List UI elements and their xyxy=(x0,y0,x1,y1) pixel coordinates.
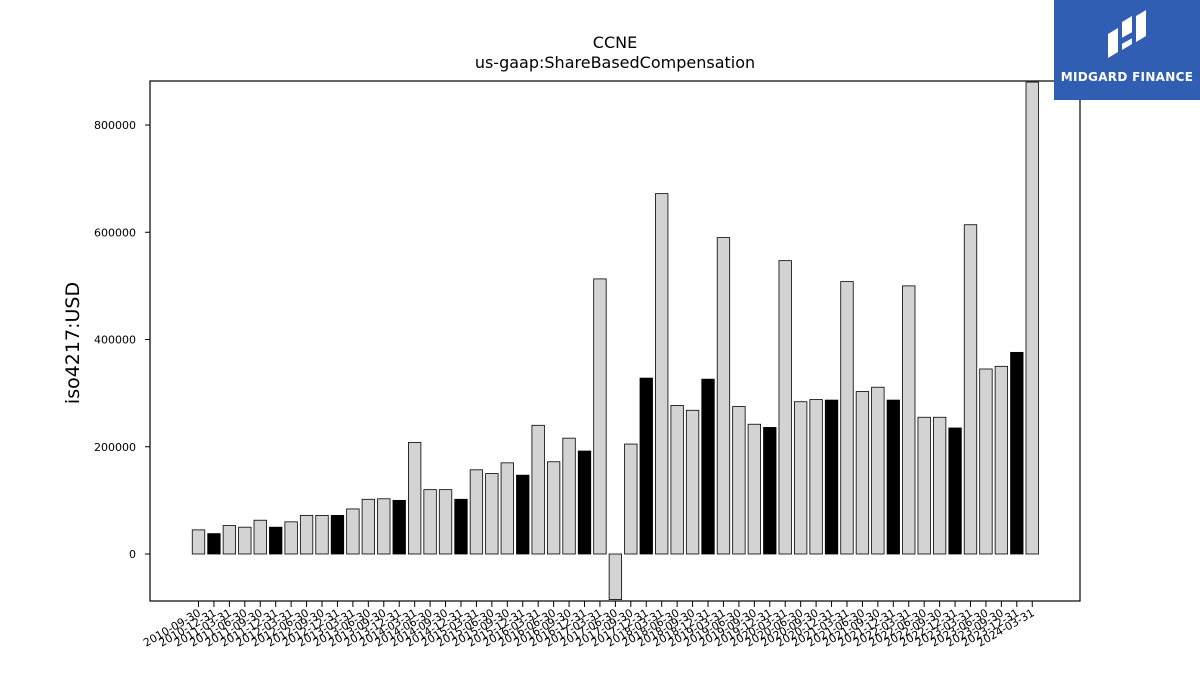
bars-group xyxy=(191,81,1039,600)
bar-2013-12-31 xyxy=(392,499,406,555)
x-axis-ticks: 2010-09-302010-12-312011-03-312011-06-30… xyxy=(141,601,1037,650)
logo-mark-icon xyxy=(1108,10,1146,58)
bar-2013-06-30 xyxy=(361,498,375,555)
bar-2021-06-30 xyxy=(855,391,870,555)
bar-2021-12-31 xyxy=(886,399,900,555)
bar-2022-09-30 xyxy=(932,416,947,555)
bar-2011-12-31 xyxy=(269,526,283,555)
bar-2023-06-30 xyxy=(979,368,993,555)
bar-2024-03-31 xyxy=(1025,81,1039,555)
bar-2022-03-31 xyxy=(902,285,916,555)
bar-2019-12-31 xyxy=(763,427,777,555)
bar-2016-06-30 xyxy=(546,461,561,555)
chart-subtitle: us-gaap:ShareBasedCompensation xyxy=(475,53,755,72)
y-axis-ticks: 0 200000 400000 600000 800000 xyxy=(94,119,150,561)
bar-2012-12-31 xyxy=(330,514,345,555)
bar-2010-12-31 xyxy=(207,533,221,555)
y-axis-label: iso4217:USD xyxy=(62,282,84,404)
bar-2020-12-31 xyxy=(824,399,839,555)
bar-2018-09-30 xyxy=(685,409,700,555)
bar-2011-03-31 xyxy=(222,525,237,555)
bar-2015-03-31 xyxy=(469,469,484,555)
bar-2023-03-31 xyxy=(963,224,978,555)
plot-frame xyxy=(149,80,1081,602)
bar-2011-09-30 xyxy=(253,519,267,555)
bar-2020-03-31 xyxy=(778,260,792,555)
y-tick-label: 800000 xyxy=(94,119,136,132)
bar-2019-09-30 xyxy=(747,423,761,555)
y-tick-label: 400000 xyxy=(94,334,136,347)
bar-2016-12-31 xyxy=(577,450,592,555)
bar-2015-06-30 xyxy=(485,473,499,555)
bar-2011-06-30 xyxy=(238,526,252,555)
bar-2017-12-31 xyxy=(639,377,653,555)
bar-2020-09-30 xyxy=(809,399,823,555)
bar-2018-12-31 xyxy=(701,378,715,555)
y-tick-label: 0 xyxy=(129,548,136,561)
bar-2013-09-30 xyxy=(377,498,391,555)
bar-2018-06-30 xyxy=(670,405,684,555)
bar-2014-03-31 xyxy=(408,442,422,555)
bar-2013-03-31 xyxy=(346,508,360,555)
bar-2018-03-31 xyxy=(655,193,669,555)
logo-text: MIDGARD FINANCE xyxy=(1060,70,1194,84)
bar-2021-03-31 xyxy=(840,281,854,555)
bar-2019-06-30 xyxy=(732,406,746,555)
bar-2022-12-31 xyxy=(948,427,962,555)
bar-2017-06-30 xyxy=(608,553,623,600)
bar-2017-09-30 xyxy=(624,443,638,555)
bar-2015-09-30 xyxy=(500,462,514,555)
bar-2012-09-30 xyxy=(315,514,329,555)
bar-2017-03-31 xyxy=(593,278,607,555)
bar-2014-06-30 xyxy=(423,489,437,555)
bar-2010-09-30 xyxy=(191,529,206,555)
bar-2012-03-31 xyxy=(284,521,298,555)
bar-2016-09-30 xyxy=(562,437,576,555)
y-tick-label: 600000 xyxy=(94,226,136,239)
bar-2023-12-31 xyxy=(1010,351,1024,555)
bar-2022-06-30 xyxy=(917,416,931,555)
bar-2023-09-30 xyxy=(994,365,1009,555)
bar-2014-09-30 xyxy=(438,489,453,555)
chart-title: CCNE xyxy=(593,33,637,52)
midgard-finance-logo: MIDGARD FINANCE xyxy=(1054,0,1200,100)
bar-2016-03-31 xyxy=(531,424,545,555)
bar-2020-06-30 xyxy=(794,401,808,555)
bar-2012-06-30 xyxy=(299,514,314,555)
bar-2019-03-31 xyxy=(716,237,731,555)
bar-2014-12-31 xyxy=(454,498,468,555)
y-tick-label: 200000 xyxy=(94,441,136,454)
bar-2015-12-31 xyxy=(516,474,530,555)
bar-2021-09-30 xyxy=(871,386,885,555)
